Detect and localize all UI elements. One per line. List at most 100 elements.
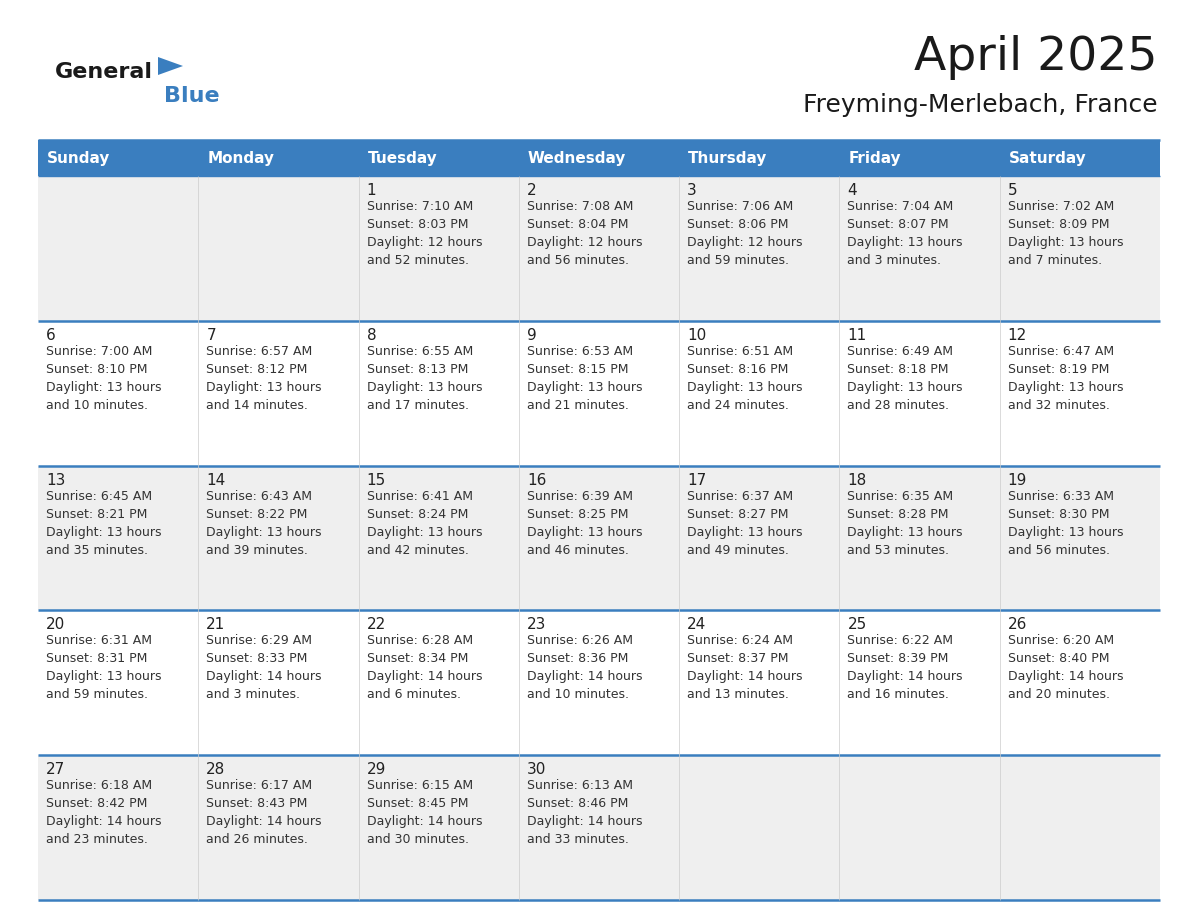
- Bar: [840, 320, 1000, 465]
- Bar: [359, 320, 519, 465]
- Text: Sunrise: 6:18 AM
Sunset: 8:42 PM
Daylight: 14 hours
and 23 minutes.: Sunrise: 6:18 AM Sunset: 8:42 PM Dayligh…: [46, 779, 162, 846]
- Text: 24: 24: [687, 618, 707, 633]
- Text: Sunrise: 6:31 AM
Sunset: 8:31 PM
Daylight: 13 hours
and 59 minutes.: Sunrise: 6:31 AM Sunset: 8:31 PM Dayligh…: [46, 634, 162, 701]
- Text: Sunrise: 7:08 AM
Sunset: 8:04 PM
Daylight: 12 hours
and 56 minutes.: Sunrise: 7:08 AM Sunset: 8:04 PM Dayligh…: [526, 200, 643, 267]
- Bar: [840, 140, 1000, 176]
- Text: 4: 4: [847, 183, 857, 198]
- Bar: [840, 176, 1000, 320]
- Bar: [38, 140, 198, 176]
- Text: Sunrise: 6:35 AM
Sunset: 8:28 PM
Daylight: 13 hours
and 53 minutes.: Sunrise: 6:35 AM Sunset: 8:28 PM Dayligh…: [847, 489, 963, 556]
- Text: Sunrise: 6:28 AM
Sunset: 8:34 PM
Daylight: 14 hours
and 6 minutes.: Sunrise: 6:28 AM Sunset: 8:34 PM Dayligh…: [367, 634, 482, 701]
- Bar: [1000, 756, 1159, 900]
- Text: 2: 2: [526, 183, 537, 198]
- Text: Sunrise: 6:41 AM
Sunset: 8:24 PM
Daylight: 13 hours
and 42 minutes.: Sunrise: 6:41 AM Sunset: 8:24 PM Dayligh…: [367, 489, 482, 556]
- Bar: [198, 176, 359, 320]
- Bar: [359, 140, 519, 176]
- Text: 3: 3: [687, 183, 697, 198]
- Text: Sunrise: 6:13 AM
Sunset: 8:46 PM
Daylight: 14 hours
and 33 minutes.: Sunrise: 6:13 AM Sunset: 8:46 PM Dayligh…: [526, 779, 643, 846]
- Text: 29: 29: [367, 762, 386, 778]
- Text: 5: 5: [1007, 183, 1017, 198]
- Text: 18: 18: [847, 473, 867, 487]
- Text: Sunrise: 6:37 AM
Sunset: 8:27 PM
Daylight: 13 hours
and 49 minutes.: Sunrise: 6:37 AM Sunset: 8:27 PM Dayligh…: [687, 489, 803, 556]
- Bar: [1000, 320, 1159, 465]
- Text: 16: 16: [526, 473, 546, 487]
- Bar: [198, 465, 359, 610]
- Text: Sunrise: 6:15 AM
Sunset: 8:45 PM
Daylight: 14 hours
and 30 minutes.: Sunrise: 6:15 AM Sunset: 8:45 PM Dayligh…: [367, 779, 482, 846]
- Text: April 2025: April 2025: [915, 36, 1158, 81]
- Text: 11: 11: [847, 328, 867, 342]
- Bar: [38, 465, 198, 610]
- Bar: [359, 756, 519, 900]
- Text: Sunrise: 6:53 AM
Sunset: 8:15 PM
Daylight: 13 hours
and 21 minutes.: Sunrise: 6:53 AM Sunset: 8:15 PM Dayligh…: [526, 345, 643, 412]
- Text: Sunrise: 7:10 AM
Sunset: 8:03 PM
Daylight: 12 hours
and 52 minutes.: Sunrise: 7:10 AM Sunset: 8:03 PM Dayligh…: [367, 200, 482, 267]
- Bar: [1000, 610, 1159, 756]
- Text: Sunrise: 6:17 AM
Sunset: 8:43 PM
Daylight: 14 hours
and 26 minutes.: Sunrise: 6:17 AM Sunset: 8:43 PM Dayligh…: [207, 779, 322, 846]
- Text: 23: 23: [526, 618, 546, 633]
- Text: 20: 20: [46, 618, 65, 633]
- Bar: [840, 465, 1000, 610]
- Text: 22: 22: [367, 618, 386, 633]
- Text: 1: 1: [367, 183, 377, 198]
- Text: Sunday: Sunday: [48, 151, 110, 165]
- Text: Sunrise: 6:20 AM
Sunset: 8:40 PM
Daylight: 14 hours
and 20 minutes.: Sunrise: 6:20 AM Sunset: 8:40 PM Dayligh…: [1007, 634, 1123, 701]
- Bar: [519, 756, 680, 900]
- Text: Monday: Monday: [207, 151, 274, 165]
- Text: General: General: [55, 62, 153, 82]
- Text: Sunrise: 6:22 AM
Sunset: 8:39 PM
Daylight: 14 hours
and 16 minutes.: Sunrise: 6:22 AM Sunset: 8:39 PM Dayligh…: [847, 634, 963, 701]
- Bar: [1000, 140, 1159, 176]
- Bar: [680, 176, 840, 320]
- Bar: [840, 610, 1000, 756]
- Text: Wednesday: Wednesday: [527, 151, 626, 165]
- Text: Freyming-Merlebach, France: Freyming-Merlebach, France: [803, 93, 1158, 117]
- Text: 10: 10: [687, 328, 707, 342]
- Text: 30: 30: [526, 762, 546, 778]
- Bar: [840, 756, 1000, 900]
- Bar: [1000, 465, 1159, 610]
- Text: Saturday: Saturday: [1009, 151, 1087, 165]
- Text: 6: 6: [46, 328, 56, 342]
- Text: 15: 15: [367, 473, 386, 487]
- Text: 9: 9: [526, 328, 537, 342]
- Bar: [519, 176, 680, 320]
- Bar: [359, 610, 519, 756]
- Text: Sunrise: 7:04 AM
Sunset: 8:07 PM
Daylight: 13 hours
and 3 minutes.: Sunrise: 7:04 AM Sunset: 8:07 PM Dayligh…: [847, 200, 963, 267]
- Text: Thursday: Thursday: [688, 151, 767, 165]
- Text: 28: 28: [207, 762, 226, 778]
- Text: Sunrise: 6:51 AM
Sunset: 8:16 PM
Daylight: 13 hours
and 24 minutes.: Sunrise: 6:51 AM Sunset: 8:16 PM Dayligh…: [687, 345, 803, 412]
- Text: Sunrise: 6:45 AM
Sunset: 8:21 PM
Daylight: 13 hours
and 35 minutes.: Sunrise: 6:45 AM Sunset: 8:21 PM Dayligh…: [46, 489, 162, 556]
- Bar: [198, 320, 359, 465]
- Bar: [680, 756, 840, 900]
- Text: 26: 26: [1007, 618, 1028, 633]
- Bar: [1000, 176, 1159, 320]
- Bar: [519, 465, 680, 610]
- Text: 17: 17: [687, 473, 707, 487]
- Bar: [519, 320, 680, 465]
- Text: 8: 8: [367, 328, 377, 342]
- Text: Sunrise: 6:43 AM
Sunset: 8:22 PM
Daylight: 13 hours
and 39 minutes.: Sunrise: 6:43 AM Sunset: 8:22 PM Dayligh…: [207, 489, 322, 556]
- Text: Sunrise: 6:39 AM
Sunset: 8:25 PM
Daylight: 13 hours
and 46 minutes.: Sunrise: 6:39 AM Sunset: 8:25 PM Dayligh…: [526, 489, 643, 556]
- Text: 12: 12: [1007, 328, 1026, 342]
- Text: Sunrise: 6:49 AM
Sunset: 8:18 PM
Daylight: 13 hours
and 28 minutes.: Sunrise: 6:49 AM Sunset: 8:18 PM Dayligh…: [847, 345, 963, 412]
- Text: 27: 27: [46, 762, 65, 778]
- Bar: [519, 140, 680, 176]
- Text: Sunrise: 6:29 AM
Sunset: 8:33 PM
Daylight: 14 hours
and 3 minutes.: Sunrise: 6:29 AM Sunset: 8:33 PM Dayligh…: [207, 634, 322, 701]
- Text: Sunrise: 6:55 AM
Sunset: 8:13 PM
Daylight: 13 hours
and 17 minutes.: Sunrise: 6:55 AM Sunset: 8:13 PM Dayligh…: [367, 345, 482, 412]
- Text: Sunrise: 6:47 AM
Sunset: 8:19 PM
Daylight: 13 hours
and 32 minutes.: Sunrise: 6:47 AM Sunset: 8:19 PM Dayligh…: [1007, 345, 1123, 412]
- Bar: [198, 140, 359, 176]
- Text: 13: 13: [46, 473, 65, 487]
- Bar: [680, 320, 840, 465]
- Text: 25: 25: [847, 618, 867, 633]
- Bar: [38, 320, 198, 465]
- Bar: [680, 465, 840, 610]
- Bar: [198, 610, 359, 756]
- Text: Blue: Blue: [164, 86, 220, 106]
- Text: Sunrise: 6:57 AM
Sunset: 8:12 PM
Daylight: 13 hours
and 14 minutes.: Sunrise: 6:57 AM Sunset: 8:12 PM Dayligh…: [207, 345, 322, 412]
- Text: Friday: Friday: [848, 151, 901, 165]
- Text: Sunrise: 6:26 AM
Sunset: 8:36 PM
Daylight: 14 hours
and 10 minutes.: Sunrise: 6:26 AM Sunset: 8:36 PM Dayligh…: [526, 634, 643, 701]
- Text: Sunrise: 7:02 AM
Sunset: 8:09 PM
Daylight: 13 hours
and 7 minutes.: Sunrise: 7:02 AM Sunset: 8:09 PM Dayligh…: [1007, 200, 1123, 267]
- Bar: [359, 176, 519, 320]
- Text: 7: 7: [207, 328, 216, 342]
- Text: Sunrise: 6:33 AM
Sunset: 8:30 PM
Daylight: 13 hours
and 56 minutes.: Sunrise: 6:33 AM Sunset: 8:30 PM Dayligh…: [1007, 489, 1123, 556]
- Text: Sunrise: 7:00 AM
Sunset: 8:10 PM
Daylight: 13 hours
and 10 minutes.: Sunrise: 7:00 AM Sunset: 8:10 PM Dayligh…: [46, 345, 162, 412]
- Bar: [359, 465, 519, 610]
